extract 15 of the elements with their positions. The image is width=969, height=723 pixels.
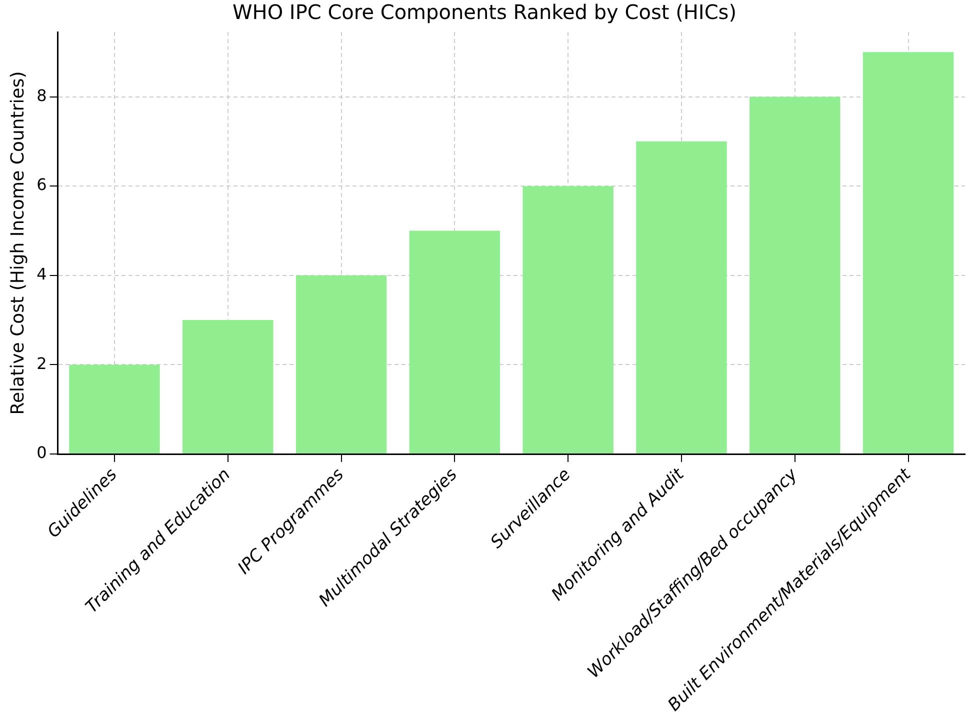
bar	[409, 230, 500, 454]
y-tick-label: 8	[36, 86, 47, 105]
y-tick-label: 4	[36, 264, 47, 284]
bar	[296, 275, 387, 454]
y-tick-label: 2	[36, 354, 47, 373]
y-tick-label: 6	[36, 175, 47, 194]
bar	[69, 364, 160, 454]
bar	[182, 320, 274, 454]
chart-title: WHO IPC Core Components Ranked by Cost (HICs)	[232, 0, 736, 24]
y-axis-title: Relative Cost (High Income Countries)	[7, 71, 28, 415]
y-tick-label: 0	[36, 443, 47, 462]
bar	[636, 141, 727, 454]
bar	[522, 186, 614, 454]
bar	[862, 52, 954, 454]
bar	[750, 96, 840, 454]
